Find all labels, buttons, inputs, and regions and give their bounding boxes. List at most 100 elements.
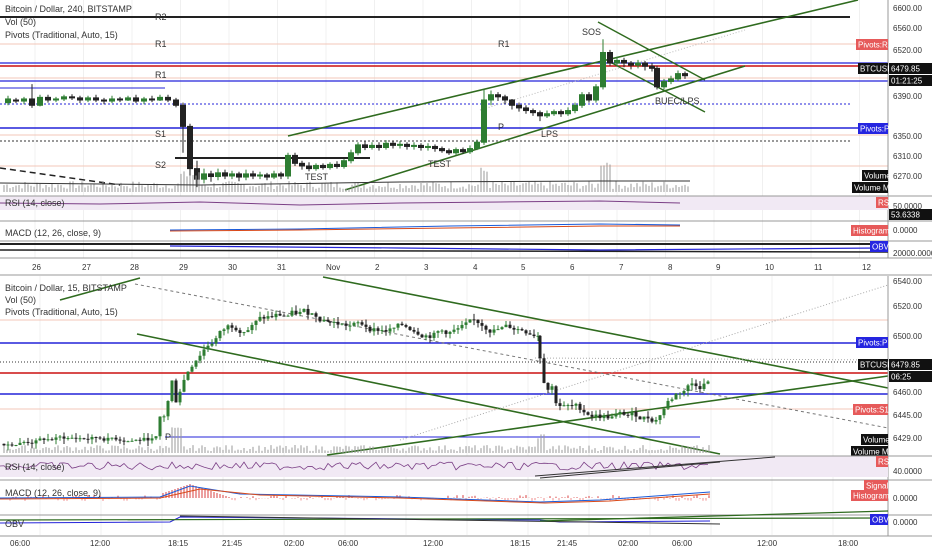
- bottom-rsi-line: [0, 461, 709, 471]
- bottom-x-tick: 06:00: [338, 539, 359, 548]
- top-candle: [93, 97, 99, 101]
- bottom-candle: [58, 436, 62, 438]
- top-candle: [369, 144, 375, 148]
- bottom-pivots-label: Pivots (Traditional, Auto, 15): [5, 307, 118, 317]
- bottom-candle: [516, 329, 520, 331]
- bottom-candle: [302, 308, 306, 312]
- bottom-candle: [380, 330, 384, 332]
- bottom-candle: [566, 405, 570, 407]
- bottom-candle: [310, 313, 314, 315]
- top-candle: [250, 173, 256, 177]
- top-price-tick: 6310.00: [893, 152, 922, 161]
- bottom-candle: [448, 331, 452, 334]
- top-candle: [271, 173, 277, 178]
- top-candle: [544, 113, 550, 117]
- top-badge-histogram-bg: [851, 225, 888, 236]
- top-dotted-channel: [479, 29, 746, 111]
- bottom-x-tick: 12:00: [423, 539, 444, 548]
- bottom-x-tick: 18:15: [168, 539, 189, 548]
- bottom-price-tick: 6500.00: [893, 332, 922, 341]
- bottom-candle: [658, 415, 662, 420]
- bottom-candle: [102, 438, 106, 441]
- bottom-candle: [222, 329, 226, 332]
- bottom-candle: [476, 319, 480, 324]
- bottom-badge-pivots-s1-bg: [853, 404, 888, 415]
- bottom-x-tick: 12:00: [90, 539, 111, 548]
- bottom-candle: [344, 323, 348, 326]
- bottom-candle: [198, 355, 202, 361]
- bottom-candle: [594, 414, 598, 417]
- top-candle: [383, 142, 389, 148]
- top-x-tick: 8: [668, 263, 673, 272]
- bottom-candle: [6, 444, 10, 446]
- bottom-badge-volume-ma: Volume MA: [853, 448, 895, 457]
- top-candle: [285, 154, 291, 177]
- bottom-badge-volume-ma-bg: [851, 446, 888, 457]
- top-candle: [614, 59, 620, 64]
- bottom-candle: [146, 437, 150, 441]
- top-candle: [362, 144, 368, 149]
- top-badge-price-bg: [889, 63, 932, 74]
- bottom-candle: [202, 349, 206, 356]
- bottom-candle: [122, 440, 126, 442]
- bottom-x-tick: 12:00: [757, 539, 778, 548]
- bottom-candle: [538, 335, 542, 359]
- top-x-tick: 7: [619, 263, 624, 272]
- bottom-candle: [150, 438, 154, 441]
- top-x-tick: 27: [82, 263, 91, 272]
- bottom-candle: [328, 321, 332, 323]
- top-pivot-label-6: P: [498, 122, 504, 132]
- bottom-candle: [504, 324, 508, 328]
- top-badge-pivots-p-bg: [858, 123, 888, 134]
- bottom-badge-countdown-bg: [889, 371, 932, 382]
- bottom-candle: [38, 438, 42, 441]
- top-x-tick: 26: [32, 263, 41, 272]
- top-price-tick: 6560.00: [893, 24, 922, 33]
- top-candle: [481, 99, 487, 143]
- bottom-candle: [650, 418, 654, 422]
- bottom-badge-volume: Volume: [863, 436, 890, 445]
- bottom-x-tick: 06:00: [10, 539, 31, 548]
- top-candle: [341, 160, 347, 167]
- bottom-obv-trend-2: [179, 515, 721, 525]
- top-annotation-buec: BUEC/LPS: [655, 96, 700, 106]
- bottom-candle: [254, 320, 258, 325]
- bottom-candle: [372, 328, 376, 332]
- bottom-candle: [62, 436, 66, 439]
- bottom-candle: [420, 334, 424, 338]
- bottom-candle: [332, 321, 336, 323]
- top-candle: [432, 145, 438, 150]
- top-candle: [390, 142, 396, 146]
- bottom-candle: [388, 328, 392, 332]
- bottom-candle: [230, 325, 234, 328]
- bottom-candle: [400, 323, 404, 326]
- bottom-candle: [326, 319, 330, 322]
- top-candle: [117, 98, 123, 101]
- bottom-candle: [396, 323, 400, 328]
- bottom-candle: [130, 440, 134, 442]
- bottom-candle: [70, 437, 74, 439]
- top-badge-histogram: Histogram: [853, 227, 890, 236]
- bottom-candle: [18, 442, 22, 445]
- top-candle: [558, 111, 564, 115]
- top-candle: [37, 96, 43, 106]
- bottom-candle: [416, 331, 420, 335]
- bottom-candle: [336, 321, 340, 325]
- bottom-candle: [586, 412, 590, 415]
- bottom-candle: [218, 331, 222, 339]
- bottom-candle: [348, 325, 352, 327]
- top-x-tick: Nov: [326, 263, 340, 272]
- bottom-obv-label: OBV: [5, 519, 24, 529]
- top-annotation-test-1: TEST: [305, 172, 329, 182]
- top-chart-title: Bitcoin / Dollar, 240, BITSTAMP: [5, 4, 132, 14]
- top-pivot-label-3: S1: [155, 129, 166, 139]
- bottom-candle: [46, 439, 50, 441]
- top-x-tick: 5: [521, 263, 526, 272]
- bottom-candle: [436, 331, 440, 333]
- bottom-candle: [54, 437, 58, 440]
- top-candle: [460, 149, 466, 153]
- bottom-candle: [286, 315, 290, 317]
- bottom-rsi-trend-2: [539, 461, 721, 479]
